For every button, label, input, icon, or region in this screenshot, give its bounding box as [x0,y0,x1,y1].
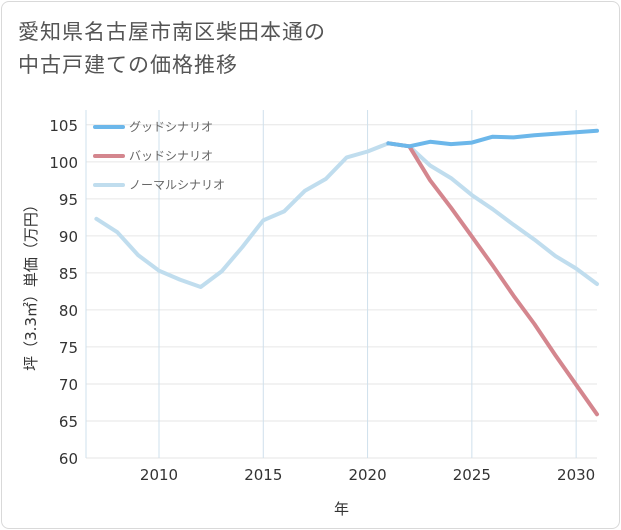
x-tick-label: 2015 [244,466,282,484]
y-tick-label: 60 [59,450,78,468]
chart-title-line1: 愛知県名古屋市南区柴田本通の [18,20,326,44]
series-lines [94,128,599,417]
y-tick-label: 65 [59,413,78,431]
x-axis-label: 年 [334,500,349,518]
legend-label: グッドシナリオ [129,120,213,134]
series-line-1 [386,141,599,417]
x-tick-label: 2025 [453,466,491,484]
y-tick-label: 70 [59,376,78,394]
x-tick-label: 2010 [140,466,178,484]
chart-title: 愛知県名古屋市南区柴田本通の 中古戸建ての価格推移 [18,16,578,82]
legend-label: ノーマルシナリオ [129,178,225,192]
x-tick-label: 2030 [557,466,595,484]
legend-label: バッドシナリオ [129,149,213,163]
y-tick-label: 90 [59,228,78,246]
y-axis-label: 坪（3.3㎡）単価（万円） [22,197,40,371]
grid-lines [85,110,597,459]
series-line-2 [94,141,599,289]
series-line-0 [386,128,599,149]
y-tick-label: 80 [59,302,78,320]
y-tick-label: 100 [49,154,78,172]
x-tick-label: 2020 [348,466,386,484]
y-tick-label: 75 [59,339,78,357]
tick-labels: 60 65 70 75 80 85 90 95 100 105 2010 2015 2020 2025 20… [49,117,595,484]
y-tick-label: 105 [49,117,78,135]
y-tick-label: 85 [59,265,78,283]
y-tick-label: 95 [59,191,78,209]
chart-title-line2: 中古戸建ての価格推移 [18,53,238,77]
